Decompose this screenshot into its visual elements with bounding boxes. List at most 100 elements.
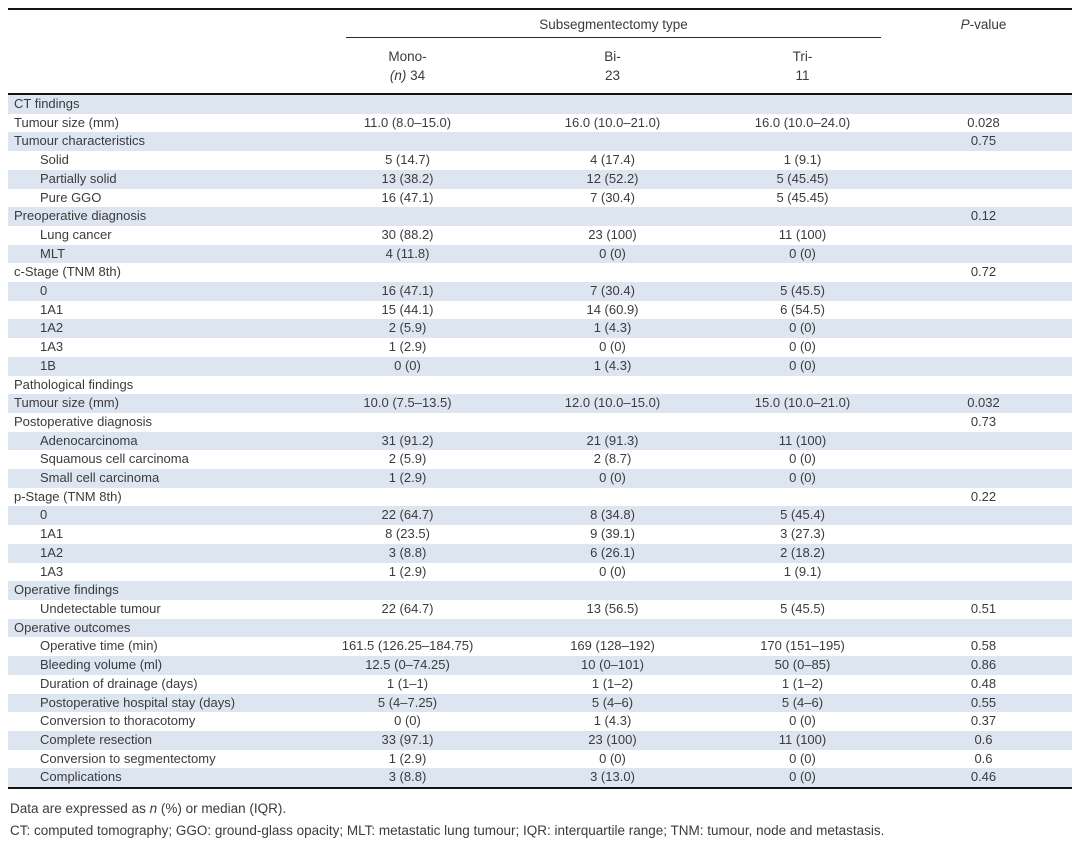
- cell-bi: 7 (30.4): [590, 283, 635, 299]
- cell-mono: 33 (97.1): [381, 731, 434, 747]
- cell-pvalue: 0.12: [970, 208, 997, 224]
- cell-pvalue: 0.6: [974, 750, 993, 766]
- table-row: Lung cancer 30 (88.2) 23 (100) 11 (100): [8, 226, 1072, 245]
- header-empty-cell: [895, 41, 1072, 95]
- cell-bi: 16.0 (10.0–21.0): [564, 114, 661, 130]
- table-row: Postoperative diagnosis 0.73: [8, 413, 1072, 432]
- table-row: 0 16 (47.1) 7 (30.4) 5 (45.5): [8, 282, 1072, 301]
- cell-tri: 2 (18.2): [780, 544, 825, 560]
- cell-pvalue: [895, 469, 1072, 488]
- cell-pvalue: [895, 245, 1072, 264]
- cell-bi: 9 (39.1): [590, 526, 635, 542]
- cell-mono: 1 (1–1): [386, 675, 429, 691]
- row-label: Solid: [40, 152, 69, 168]
- cell-mono: 31 (91.2): [381, 432, 434, 448]
- cell-pvalue: [895, 151, 1072, 170]
- cell-tri: 6 (54.5): [780, 301, 825, 317]
- cell-mono: [300, 413, 515, 432]
- cell-mono: 1 (2.9): [388, 470, 427, 486]
- cell-mono: 4 (11.8): [385, 245, 430, 261]
- cell-mono: 2 (5.9): [388, 320, 427, 336]
- cell-tri: [710, 263, 895, 282]
- cell-mono: 5 (14.7): [385, 152, 430, 168]
- cell-mono: [300, 376, 515, 395]
- table-row: 1A3 1 (2.9) 0 (0) 1 (9.1): [8, 563, 1072, 582]
- cell-pvalue: [895, 357, 1072, 376]
- table-row: Squamous cell carcinoma 2 (5.9) 2 (8.7) 0 (…: [8, 450, 1072, 469]
- cell-bi: 1 (1–2): [591, 675, 634, 691]
- cell-mono: [300, 619, 515, 638]
- cell-tri: 3 (27.3): [780, 526, 825, 542]
- cell-mono: 13 (38.2): [381, 170, 434, 186]
- cell-pvalue: 0.86: [970, 657, 997, 673]
- cell-mono: 1 (2.9): [388, 750, 427, 766]
- table-row: 1A2 3 (8.8) 6 (26.1) 2 (18.2): [8, 543, 1072, 563]
- table-row: Complete resection 33 (97.1) 23 (100) 11 (1…: [8, 730, 1072, 750]
- cell-bi: 14 (60.9): [586, 301, 639, 317]
- row-label: Adenocarcinoma: [40, 432, 138, 448]
- cell-bi: 21 (91.3): [586, 432, 639, 448]
- cell-pvalue: 0.75: [970, 133, 997, 149]
- table-row: Operative findings: [8, 581, 1072, 600]
- table-body: CT findings Tumour size (mm) 11.0 (8.0–15.…: [8, 94, 1072, 790]
- cell-bi: 23 (100): [588, 731, 637, 747]
- cell-tri: 11 (100): [778, 731, 827, 747]
- cell-bi: 3 (13.0): [515, 768, 710, 790]
- cell-bi: 23 (100): [588, 226, 637, 242]
- row-label: Conversion to thoracotomy: [40, 713, 196, 729]
- cell-tri: [710, 207, 895, 226]
- table-row: Tumour size (mm) 10.0 (7.5–13.5) 12.0 (10.…: [8, 394, 1072, 413]
- cell-tri: 1 (9.1): [783, 563, 822, 579]
- cell-mono: 0 (0): [394, 357, 421, 373]
- cell-tri: 1 (9.1): [783, 152, 822, 168]
- table-row: p-Stage (TNM 8th) 0.22: [8, 488, 1072, 507]
- cell-bi: 1 (4.3): [593, 357, 632, 373]
- table-footnotes: Data are expressed as n (%) or median (I…: [8, 789, 1072, 843]
- cell-tri: 0 (0): [789, 451, 816, 467]
- cell-pvalue: [895, 94, 1072, 114]
- row-label: Tumour size (mm): [14, 114, 119, 130]
- cell-bi: 0 (0): [599, 750, 626, 766]
- cell-tri: [710, 581, 895, 600]
- row-label: Operative findings: [14, 582, 119, 598]
- cell-pvalue: [895, 450, 1072, 469]
- cell-tri: 5 (45.5): [780, 600, 825, 616]
- row-label: 1A3: [40, 339, 64, 355]
- cell-pvalue: [895, 170, 1072, 189]
- cell-mono: 11.0 (8.0–15.0): [363, 114, 452, 130]
- cell-tri: [710, 132, 895, 151]
- table-row: 1A3 1 (2.9) 0 (0) 0 (0): [8, 338, 1072, 357]
- cell-pvalue: [895, 338, 1072, 357]
- cell-tri: 0 (0): [710, 768, 895, 790]
- cell-bi: 1 (4.3): [593, 713, 632, 729]
- cell-mono: 2 (5.9): [388, 451, 427, 467]
- table-row: Tumour size (mm) 11.0 (8.0–15.0) 16.0 (10.…: [8, 114, 1072, 133]
- row-label: 0: [40, 507, 48, 523]
- column-group-header: Subsegmentectomy type: [300, 9, 895, 41]
- row-label: Tumour characteristics: [14, 133, 145, 149]
- row-label: Small cell carcinoma: [40, 470, 160, 486]
- cell-pvalue: 0.73: [970, 413, 997, 429]
- cell-tri: 1 (1–2): [781, 675, 824, 691]
- row-label: Duration of drainage (days): [40, 675, 198, 691]
- table-row: c-Stage (TNM 8th) 0.72: [8, 263, 1072, 282]
- cell-tri: [710, 376, 895, 395]
- cell-bi: [515, 132, 710, 151]
- table-row: 0 22 (64.7) 8 (34.8) 5 (45.4): [8, 506, 1072, 526]
- cell-pvalue: [895, 581, 1072, 600]
- cell-pvalue: [895, 376, 1072, 395]
- cell-mono: [300, 94, 515, 114]
- cell-tri: 5 (4–6): [781, 694, 824, 710]
- cell-bi: [515, 619, 710, 638]
- cell-mono: 30 (88.2): [381, 226, 434, 242]
- row-label: Complications: [8, 768, 300, 790]
- row-label: 1A2: [40, 544, 64, 560]
- cell-bi: 0 (0): [599, 245, 626, 261]
- row-label: Partially solid: [40, 170, 117, 186]
- cell-bi: [515, 94, 710, 114]
- cell-tri: 5 (45.45): [776, 170, 829, 186]
- cell-tri: [710, 413, 895, 432]
- column-header-bi: Bi- 23: [515, 41, 710, 95]
- cell-pvalue: [895, 189, 1072, 208]
